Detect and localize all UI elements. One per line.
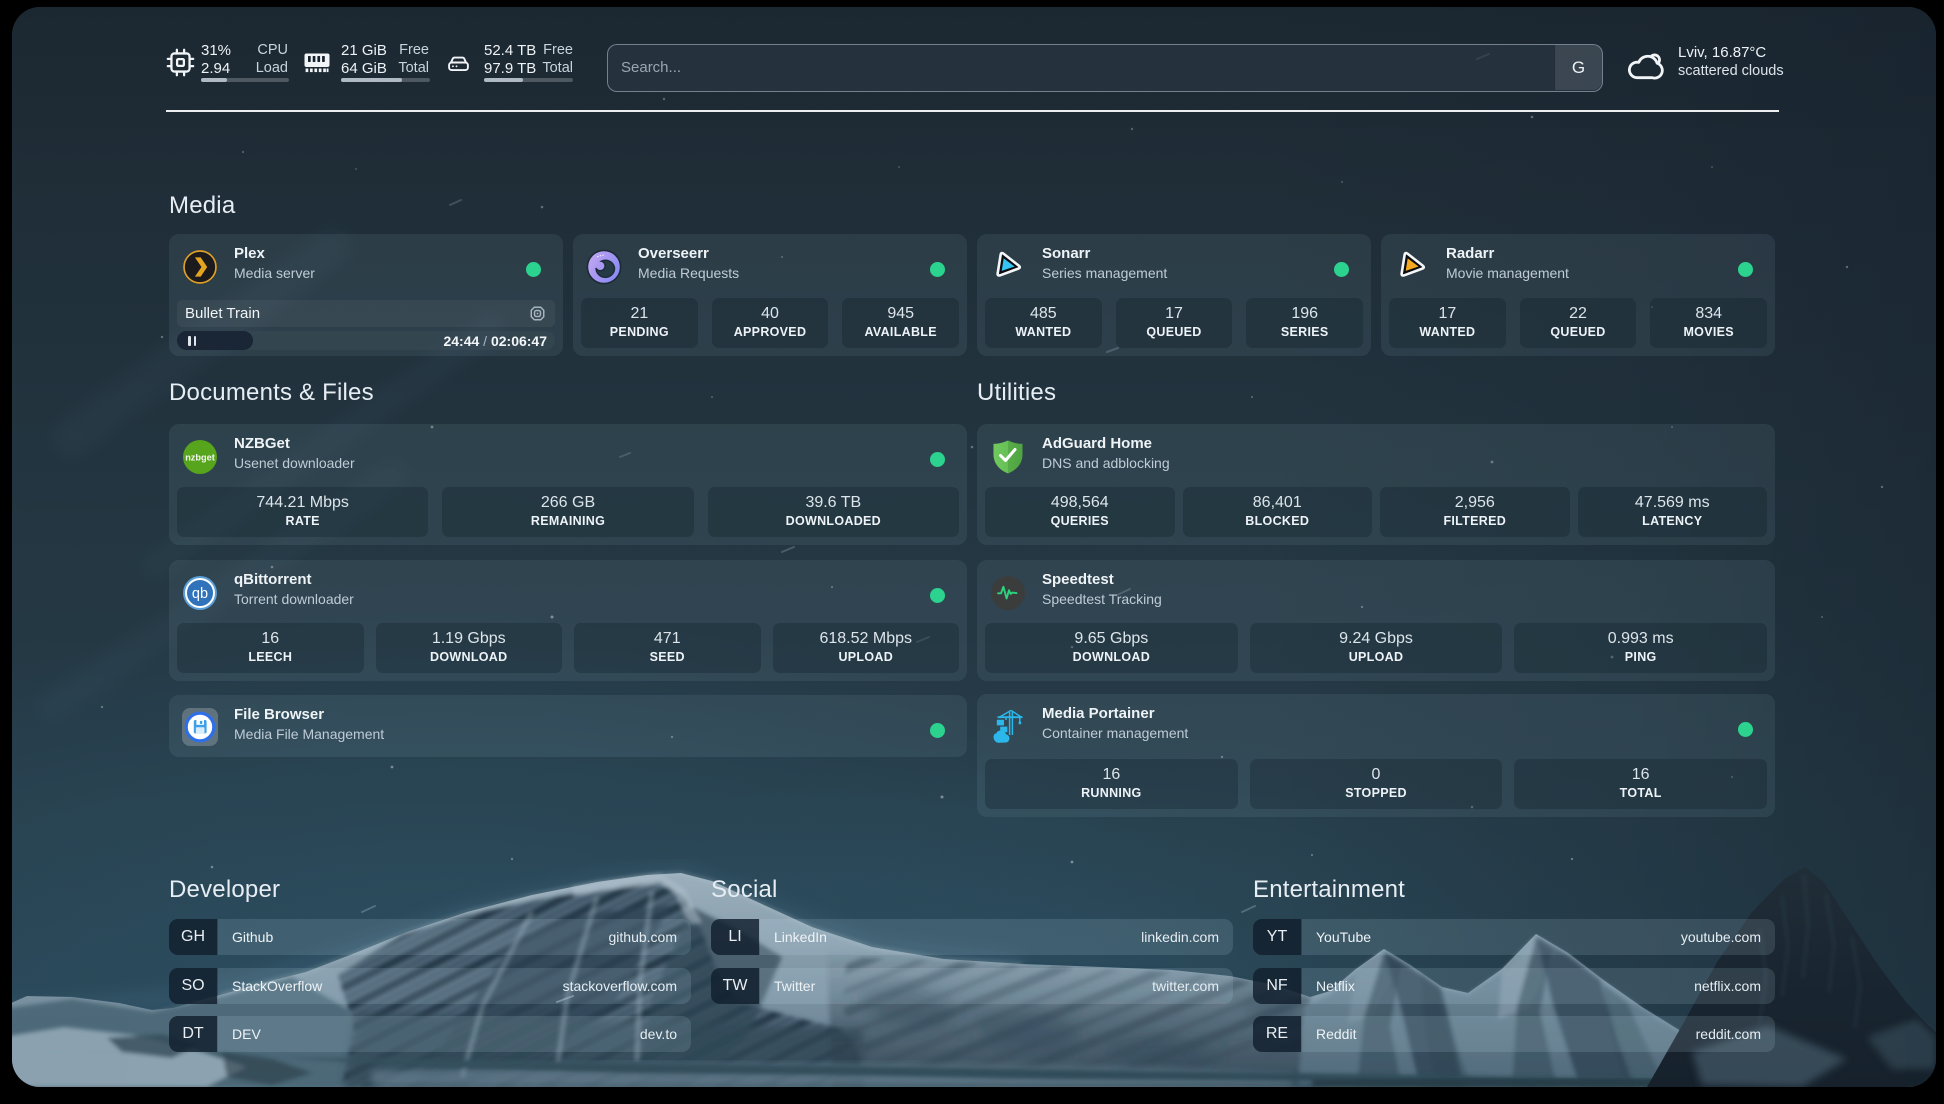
svg-text:qb: qb (192, 586, 208, 602)
svg-text:nzbget: nzbget (185, 453, 215, 463)
